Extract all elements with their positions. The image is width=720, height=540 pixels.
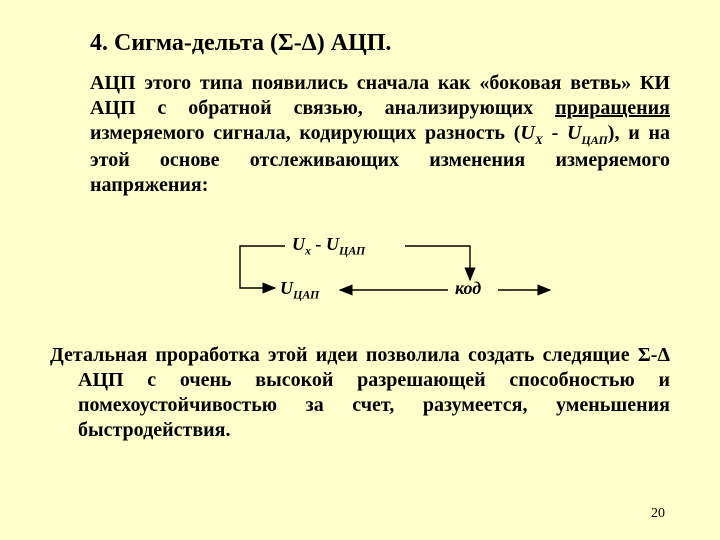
diagram-top-formula: Ux - UЦАП <box>292 234 365 259</box>
paragraph-1: АЦП этого типа появились сначала как «бо… <box>90 71 670 198</box>
diag-bu: U <box>280 278 293 298</box>
p1-underline: приращения <box>555 97 670 119</box>
page-number: 20 <box>651 506 665 522</box>
p1-i1: U <box>520 122 534 144</box>
slide: 4. Сигма-дельта (Σ-Δ) АЦП. АЦП этого тип… <box>0 0 720 540</box>
p1-i2: U <box>567 122 581 144</box>
p1-s1: X <box>535 133 543 147</box>
diagram-bottom-u: UЦАП <box>280 278 319 303</box>
feedback-diagram: Ux - UЦАП UЦАП код <box>180 228 540 318</box>
p1-s2: ЦАП <box>581 133 607 147</box>
diag-mid: - <box>311 234 326 254</box>
diag-bsub: ЦАП <box>293 288 319 302</box>
slide-title: 4. Сигма-дельта (Σ-Δ) АЦП. <box>90 30 670 57</box>
p1-text-c: - <box>543 122 567 144</box>
p1-text-b: измеряемого сигнала, кодирующих разность… <box>90 122 520 144</box>
diag-u2: U <box>326 234 339 254</box>
diag-u1: U <box>292 234 305 254</box>
paragraph-2: Детальная проработка этой идеи позволила… <box>50 343 670 443</box>
diagram-kod: код <box>455 278 481 299</box>
diag-sub2: ЦАП <box>339 244 365 258</box>
